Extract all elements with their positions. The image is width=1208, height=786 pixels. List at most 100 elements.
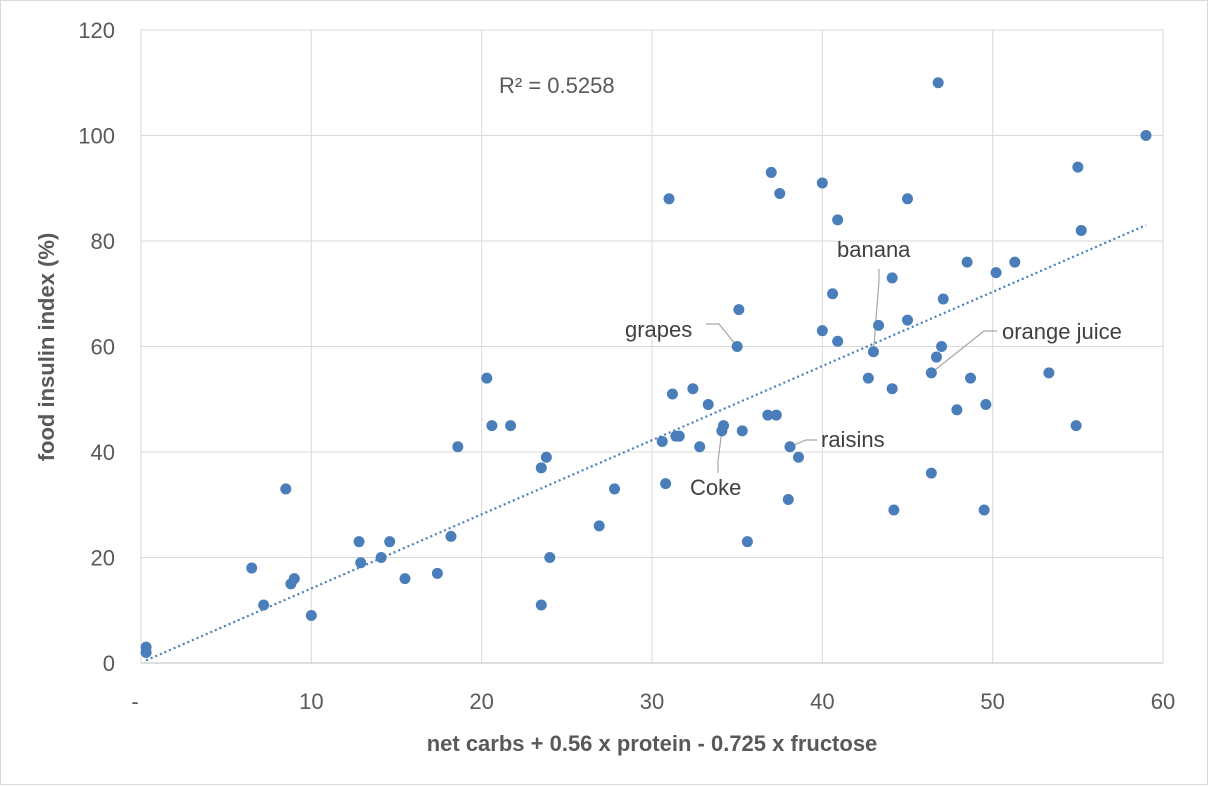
data-point	[774, 188, 786, 200]
data-point	[353, 536, 365, 548]
data-point	[486, 420, 498, 432]
data-points	[140, 77, 1152, 658]
data-point	[540, 451, 552, 463]
annotation-leader	[717, 430, 723, 473]
data-point	[505, 420, 517, 432]
x-tick-label: -	[131, 689, 138, 714]
annotation-leader	[706, 323, 738, 347]
data-point	[873, 319, 885, 331]
data-point	[399, 573, 411, 585]
data-point	[937, 293, 949, 305]
data-point	[762, 409, 774, 421]
data-point	[535, 599, 547, 611]
gridlines	[140, 29, 1164, 664]
data-point	[832, 335, 844, 347]
data-point	[660, 478, 672, 490]
annotations: grapes banana orange juice raisins Coke	[625, 237, 1122, 500]
x-tick-label: 20	[469, 689, 493, 714]
y-axis-title: food insulin index (%)	[34, 233, 59, 462]
data-point	[827, 288, 839, 300]
data-point	[718, 420, 730, 432]
data-point	[305, 610, 317, 622]
data-point	[673, 430, 685, 442]
data-point	[936, 341, 948, 352]
data-point	[687, 383, 699, 395]
data-point	[355, 557, 367, 569]
x-tick-label: 10	[299, 689, 323, 714]
r-squared-label: R² = 0.5258	[499, 73, 615, 98]
y-tick-label: 40	[91, 440, 115, 465]
data-point	[1072, 161, 1084, 173]
data-point	[784, 441, 796, 453]
annotation-leader	[872, 269, 880, 352]
data-point	[816, 325, 828, 337]
data-point	[1009, 256, 1021, 268]
data-point	[452, 441, 464, 453]
data-point	[965, 372, 977, 384]
y-tick-label: 20	[91, 546, 115, 571]
data-point	[925, 467, 937, 479]
data-point	[140, 646, 152, 658]
data-point	[258, 599, 270, 611]
annotation-label: orange juice	[1002, 319, 1122, 344]
trendline	[145, 224, 1147, 662]
data-point	[246, 562, 258, 574]
annotation-leader	[930, 330, 997, 374]
data-point	[832, 214, 844, 226]
data-point	[862, 372, 874, 384]
data-point	[733, 304, 745, 316]
data-point	[702, 399, 714, 411]
annotation-leader	[789, 439, 817, 448]
data-point	[792, 451, 804, 463]
data-point	[481, 372, 493, 384]
data-point	[535, 462, 547, 474]
data-point	[375, 552, 387, 563]
x-tick-label: 60	[1151, 689, 1175, 714]
data-point	[867, 346, 879, 358]
data-point	[741, 536, 753, 548]
data-point	[886, 383, 898, 395]
y-tick-label: 0	[103, 651, 115, 676]
x-tick-label: 50	[980, 689, 1004, 714]
data-point	[656, 435, 668, 447]
data-point	[782, 493, 794, 505]
x-tick-label: 30	[640, 689, 664, 714]
data-point	[694, 441, 706, 453]
y-tick-label: 120	[78, 18, 115, 43]
data-point	[544, 552, 556, 563]
data-point	[765, 166, 777, 178]
data-point	[663, 193, 675, 205]
data-point	[1043, 367, 1055, 379]
data-point	[980, 399, 992, 411]
data-point	[1140, 130, 1152, 141]
data-point	[925, 367, 937, 379]
data-point	[951, 404, 963, 416]
data-point	[930, 351, 942, 363]
data-point	[731, 341, 743, 352]
data-point	[770, 409, 782, 421]
data-point	[593, 520, 605, 532]
y-tick-label: 80	[91, 229, 115, 254]
annotation-label: Coke	[690, 475, 741, 500]
data-point	[1075, 224, 1087, 236]
data-point	[902, 193, 913, 205]
annotation-label: banana	[837, 237, 911, 262]
data-point	[736, 425, 748, 437]
data-point	[886, 272, 898, 284]
y-tick-label: 60	[91, 335, 115, 360]
data-point	[932, 77, 944, 89]
data-point	[280, 483, 292, 495]
data-point	[902, 314, 913, 326]
data-point	[445, 530, 457, 542]
data-point	[888, 504, 900, 516]
data-point	[431, 567, 443, 579]
y-tick-label: 100	[78, 124, 115, 149]
data-point	[816, 177, 828, 189]
data-point	[384, 536, 396, 548]
data-point	[666, 388, 678, 400]
data-point	[961, 256, 973, 268]
data-point	[288, 573, 300, 585]
data-point	[978, 504, 990, 516]
